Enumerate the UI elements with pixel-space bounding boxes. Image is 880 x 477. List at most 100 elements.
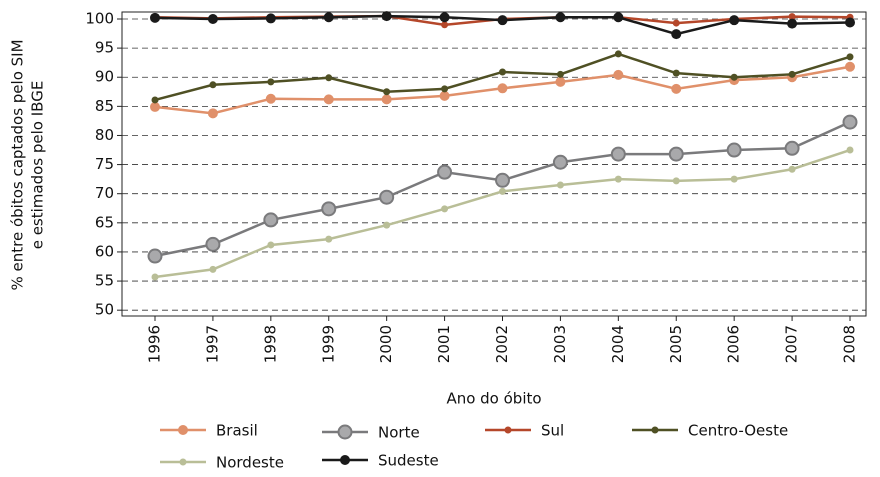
series-marker [209,81,217,89]
series-marker [845,17,855,28]
series-marker [671,83,682,94]
series-marker [556,181,564,189]
legend-label: Centro-Oeste [688,422,788,440]
series-marker [556,70,564,78]
series-marker [729,15,740,26]
series-marker [497,15,508,26]
series-marker [325,74,333,82]
legend-label: Sudeste [378,452,439,470]
x-tick-label: 2001 [435,325,453,363]
series-marker [265,13,276,24]
series-marker [788,13,796,21]
series-marker [323,94,334,105]
series-marker [150,12,160,23]
x-tick-label: 2006 [725,325,743,363]
series-marker [267,78,275,86]
legend-marker [178,425,188,435]
legend-marker [651,426,659,434]
series-marker [383,221,391,229]
y-tick-label: 65 [95,213,114,231]
series-line [154,148,851,279]
series-marker [207,108,218,119]
series-marker [614,175,622,183]
y-tick-label: 55 [95,272,114,290]
series-marker [846,146,854,154]
series-marker [671,29,682,40]
series-marker [321,201,337,217]
y-tick-label: 60 [95,242,114,260]
y-axis-label: % entre óbitos captados pelo SIM [9,39,27,290]
series-marker [439,12,450,23]
x-tick-label: 1998 [261,325,279,363]
series-marker [383,88,391,96]
series-marker [209,265,217,273]
x-axis-label: Ano do óbito [446,390,541,408]
series-marker [555,12,566,23]
series-marker [499,187,506,195]
series-marker [668,146,684,162]
series-marker [147,248,163,264]
series-marker [265,93,276,104]
x-tick-label: 1997 [203,325,221,363]
y-tick-label: 80 [95,126,114,144]
x-tick-label: 2005 [667,325,685,363]
series-marker [555,76,566,87]
legend-marker [504,426,512,434]
series-marker [151,273,159,281]
y-tick-label: 100 [85,9,114,27]
y-tick-label: 85 [95,97,114,115]
series-marker [788,70,796,78]
series-marker [499,68,506,76]
series-marker [672,177,680,185]
x-tick-label: 2004 [609,325,627,363]
series-marker [323,12,334,23]
series-marker [842,114,858,130]
x-tick-label: 1996 [146,325,164,363]
series-marker [325,235,333,243]
series-marker [267,241,275,249]
series-marker [151,96,159,104]
series-marker [730,73,738,81]
x-tick-label: 2003 [551,325,569,363]
y-tick-label: 95 [95,39,114,57]
legend-label: Norte [378,424,420,442]
legend-label: Sul [541,422,564,440]
series-marker [613,12,624,23]
x-tick-label: 2002 [493,325,511,363]
legend-label: Brasil [216,422,258,440]
y-tick-label: 90 [95,68,114,86]
y-tick-label: 75 [95,155,114,173]
series-marker [552,154,568,170]
series-marker [441,85,449,93]
series-marker [846,53,854,61]
series-marker [441,205,449,213]
series-marker [614,50,622,58]
y-axis-label: e estimados pelo IBGE [29,81,47,250]
y-tick-label: 50 [95,301,114,319]
series-marker [207,13,218,24]
legend-marker [179,458,187,466]
series-marker [613,69,624,80]
legend-marker [337,424,353,440]
series-marker [439,90,450,101]
series-marker [784,140,800,156]
series-marker [497,83,508,94]
series-marker [263,212,279,228]
series-marker [150,101,160,112]
series-marker [726,142,742,158]
x-tick-label: 2007 [783,325,801,363]
series-marker [437,164,453,180]
legend-marker [340,455,350,465]
series-marker [672,69,680,77]
x-tick-label: 2000 [377,325,395,363]
series-marker [788,165,796,173]
series-marker [845,61,855,72]
series-marker [610,146,626,162]
series-marker [441,21,449,29]
series-marker [730,175,738,183]
series-marker [205,236,221,252]
plot-frame [121,11,867,317]
series-marker [495,172,510,188]
series-marker [381,11,392,22]
